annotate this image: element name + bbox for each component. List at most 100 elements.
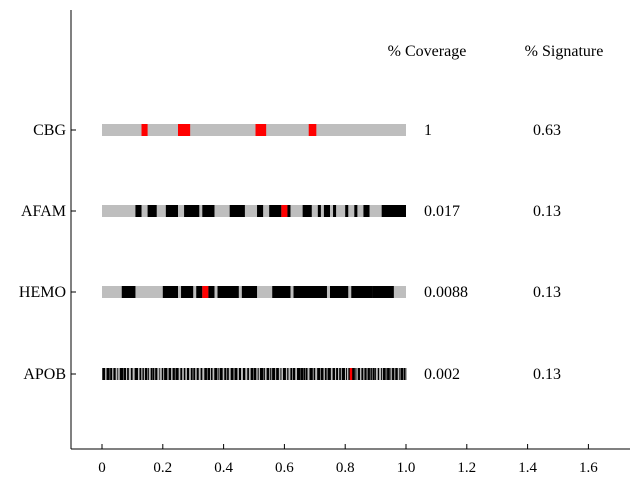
- signature-value: 0.13: [533, 284, 561, 301]
- track-segment: [241, 286, 258, 298]
- track-segment: [208, 286, 215, 298]
- track-segment: [196, 368, 199, 380]
- track-segment: [323, 205, 330, 217]
- track-segment: [300, 368, 304, 380]
- track-segment: [227, 368, 229, 380]
- track-segment: [348, 368, 351, 380]
- signature-segment: [281, 205, 288, 217]
- track-segment: [159, 368, 161, 380]
- track-segment: [293, 286, 327, 298]
- track-segment: [355, 368, 357, 380]
- gene-row: AFAM 0.017 0.13: [21, 203, 561, 220]
- track-segment: [385, 368, 387, 380]
- track-segment: [119, 368, 124, 380]
- axes: 0 0.2 0.4 0.6 0.8 1.0 1.2 1.4 1.6: [70, 10, 630, 476]
- gene-label: AFAM: [21, 203, 66, 220]
- signature-segment: [202, 286, 209, 298]
- track-segment: [287, 368, 289, 380]
- track-segment: [387, 368, 390, 380]
- track-segment: [302, 205, 312, 217]
- track-segment: [121, 286, 136, 298]
- x-tick-label: 1.4: [518, 460, 537, 476]
- track-segment: [309, 368, 313, 380]
- track-segment: [287, 205, 291, 217]
- track-segment: [175, 368, 179, 380]
- track-segment: [152, 368, 155, 380]
- track-segment: [381, 205, 406, 217]
- track-segment: [364, 368, 367, 380]
- track-segment: [181, 286, 194, 298]
- track-segment: [186, 368, 190, 380]
- track-segment: [372, 368, 375, 380]
- track-segment: [263, 368, 265, 380]
- track-segment: [370, 368, 372, 380]
- track-segment: [217, 286, 239, 298]
- track-segment: [135, 205, 142, 217]
- track-segment: [282, 368, 286, 380]
- track-segment: [134, 368, 138, 380]
- track-segment: [382, 368, 386, 380]
- track-segment: [259, 368, 264, 380]
- signature-value: 0.13: [533, 366, 561, 383]
- track-segment: [210, 368, 213, 380]
- x-tick-label: 0.4: [214, 460, 233, 476]
- track-segment: [269, 205, 282, 217]
- track-segment: [272, 286, 291, 298]
- track-segment: [333, 205, 337, 217]
- track-segment: [168, 368, 172, 380]
- x-tick-label: 1.6: [579, 460, 598, 476]
- track-segment: [405, 368, 407, 380]
- gene-row: APOB 0.002 0.13: [23, 366, 561, 383]
- track-segment: [214, 368, 218, 380]
- track-segment: [257, 368, 259, 380]
- track-segment: [180, 368, 183, 380]
- track-segment: [345, 368, 347, 380]
- track-segment: [399, 368, 401, 380]
- track-segment: [127, 368, 129, 380]
- track-segment: [361, 368, 364, 380]
- track-segment: [238, 368, 242, 380]
- track-segment: [372, 286, 394, 298]
- x-tick-label: 0: [98, 460, 106, 476]
- track-segment: [257, 205, 264, 217]
- signature-segment: [349, 368, 353, 380]
- rows: CBG 1 0.63 AFAM 0.017 0.13 HEMO 0.0088 0.13 APOB 0…: [19, 122, 561, 383]
- track-segment: [184, 205, 200, 217]
- coverage-value: 1: [424, 122, 432, 139]
- track-segment: [144, 368, 148, 380]
- track-segment: [341, 368, 345, 380]
- track-segment: [270, 368, 272, 380]
- track-segment: [313, 368, 316, 380]
- track-segment: [327, 368, 331, 380]
- signature-segment: [308, 124, 317, 136]
- signature-segment: [255, 124, 267, 136]
- track-segment: [130, 368, 133, 380]
- track-segment: [117, 368, 119, 380]
- track-segment: [123, 368, 126, 380]
- track-segment: [336, 368, 339, 380]
- track-segment: [229, 205, 245, 217]
- track-segment: [345, 205, 349, 217]
- track-segment: [351, 286, 373, 298]
- track-segment: [339, 368, 341, 380]
- track-segment: [375, 368, 376, 380]
- track-segment: [247, 368, 249, 380]
- gene-label: CBG: [33, 122, 66, 139]
- gene-label: APOB: [23, 366, 66, 383]
- track-segment: [150, 368, 153, 380]
- track-segment: [190, 368, 193, 380]
- track-segment: [253, 368, 257, 380]
- track-segment: [164, 368, 168, 380]
- track-segment: [367, 368, 370, 380]
- gene-label: HEMO: [19, 284, 66, 301]
- track-segment: [403, 368, 406, 380]
- track-segment: [193, 368, 196, 380]
- track-segment: [161, 368, 164, 380]
- track-segment: [357, 368, 360, 380]
- coverage-value: 0.017: [424, 203, 460, 220]
- x-tick-label: 0.8: [336, 460, 355, 476]
- gene-row: CBG 1 0.63: [33, 122, 561, 139]
- track-segment: [272, 368, 276, 380]
- track-segment: [395, 368, 398, 380]
- coverage-value: 0.002: [424, 366, 460, 383]
